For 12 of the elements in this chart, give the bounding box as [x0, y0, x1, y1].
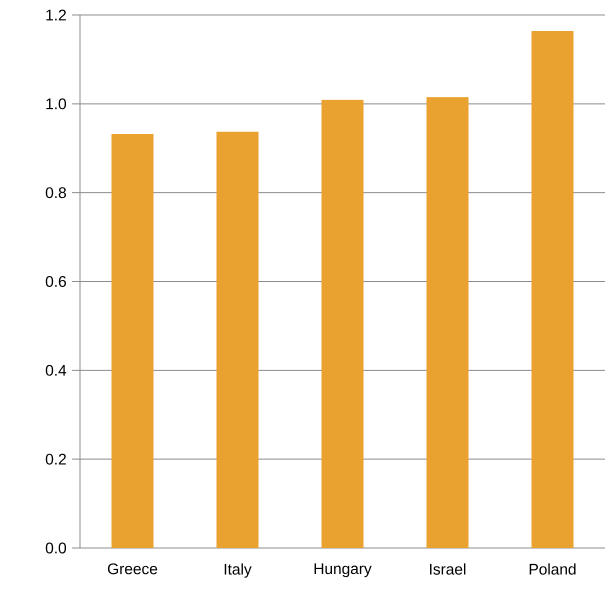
y-tick-label: 0.0 — [46, 542, 66, 554]
y-tick-label: 0.4 — [46, 364, 66, 376]
y-tick-label: 0.8 — [46, 187, 66, 198]
y-tick-label: 1.0 — [46, 98, 66, 110]
y-tick-label: 1.2 — [46, 10, 66, 20]
x-tick-label: Greece — [108, 563, 158, 574]
x-tick-label: Italy — [224, 563, 252, 578]
x-tick-label: Poland — [530, 563, 576, 575]
x-tick-label: Israel — [430, 563, 466, 575]
y-tick-label: 0.6 — [46, 276, 66, 287]
x-tick-label: Hungary — [314, 563, 372, 578]
y-tick-label: 0.2 — [46, 454, 66, 465]
